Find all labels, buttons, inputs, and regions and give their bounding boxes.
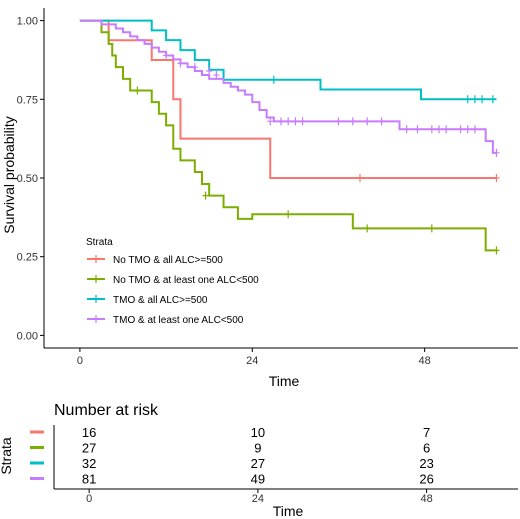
y-axis-label: Survival probability bbox=[1, 116, 17, 234]
legend-key-mark bbox=[93, 275, 99, 283]
censor-mark bbox=[206, 66, 213, 75]
legend-key-mark bbox=[93, 255, 99, 263]
x-axis-label: Time bbox=[269, 373, 300, 389]
censor-mark bbox=[357, 174, 363, 182]
risk-count: 27 bbox=[251, 456, 265, 471]
censor-mark bbox=[457, 125, 464, 134]
censor-mark bbox=[464, 125, 471, 134]
risk-count: 27 bbox=[82, 441, 96, 456]
censor-mark bbox=[335, 117, 342, 126]
censor-mark bbox=[191, 63, 198, 72]
censor-mark bbox=[202, 191, 209, 200]
censor-mark bbox=[489, 95, 496, 104]
censor-mark bbox=[285, 210, 292, 219]
risk-x-tick-label: 48 bbox=[420, 493, 432, 505]
censor-mark bbox=[493, 246, 500, 255]
legend-key-mark bbox=[93, 315, 99, 323]
censor-mark bbox=[292, 117, 299, 126]
legend-label: No TMO & at least one ALC<500 bbox=[113, 275, 259, 286]
censor-mark bbox=[349, 117, 356, 126]
risk-count: 6 bbox=[423, 441, 430, 456]
censor-mark bbox=[278, 117, 284, 126]
y-tick-label: 0.50 bbox=[17, 173, 38, 185]
risk-count: 10 bbox=[251, 425, 265, 440]
censor-mark bbox=[177, 59, 184, 68]
risk-x-tick-label: 0 bbox=[86, 493, 92, 505]
censor-mark bbox=[285, 117, 292, 126]
censor-mark bbox=[471, 125, 478, 134]
legend-label: TMO & all ALC>=500 bbox=[113, 295, 208, 306]
risk-count: 9 bbox=[254, 441, 261, 456]
censor-mark bbox=[471, 95, 478, 104]
risk-count: 49 bbox=[251, 472, 265, 487]
y-tick-label: 0.25 bbox=[17, 252, 38, 264]
censor-mark bbox=[443, 125, 450, 134]
legend: Strata No TMO & all ALC>=500 No TMO & at … bbox=[86, 237, 259, 326]
censor-mark bbox=[364, 224, 371, 233]
risk-count: 23 bbox=[419, 456, 433, 471]
main-plot: 0.00 0.25 0.50 0.75 1.00 0 24 48 Survival prob… bbox=[1, 8, 518, 389]
risk-table-x-label: Time bbox=[273, 503, 304, 519]
censor-mark bbox=[493, 174, 500, 182]
series-line-2 bbox=[79, 19, 497, 252]
y-tick-label: 0.00 bbox=[17, 330, 38, 342]
censor-mark bbox=[414, 125, 421, 134]
risk-count: 26 bbox=[419, 472, 433, 487]
censor-mark bbox=[270, 75, 277, 84]
y-tick-label: 0.75 bbox=[17, 94, 38, 106]
censor-mark bbox=[403, 125, 410, 134]
censor-mark bbox=[134, 86, 141, 95]
censor-mark bbox=[436, 125, 442, 134]
risk-x-tick-label: 24 bbox=[252, 493, 264, 505]
censor-mark bbox=[479, 95, 486, 104]
censor-mark bbox=[493, 148, 500, 157]
legend-key-mark bbox=[93, 295, 99, 303]
legend-label: TMO & at least one ALC<500 bbox=[113, 315, 244, 326]
legend-label: No TMO & all ALC>=500 bbox=[113, 255, 223, 266]
censor-mark bbox=[464, 95, 471, 104]
censor-mark bbox=[378, 117, 385, 126]
risk-count: 81 bbox=[82, 472, 96, 487]
y-tick-label: 1.00 bbox=[17, 16, 38, 28]
risk-table-y-label: Strata bbox=[0, 437, 14, 475]
censor-mark bbox=[299, 117, 306, 126]
risk-table-title: Number at risk bbox=[54, 402, 159, 419]
series-line-4 bbox=[79, 19, 497, 154]
x-tick-label: 0 bbox=[77, 355, 83, 367]
censor-mark bbox=[428, 125, 435, 134]
censor-mark bbox=[163, 51, 170, 60]
censor-mark bbox=[428, 224, 435, 233]
censor-mark bbox=[364, 117, 371, 126]
risk-count: 32 bbox=[82, 456, 96, 471]
x-tick-label: 24 bbox=[246, 355, 258, 367]
risk-count: 16 bbox=[82, 425, 96, 440]
risk-count: 7 bbox=[423, 425, 430, 440]
x-tick-label: 48 bbox=[419, 355, 431, 367]
censor-mark bbox=[213, 71, 220, 80]
censor-mark bbox=[267, 117, 274, 126]
legend-title: Strata bbox=[86, 237, 113, 248]
series-line-3 bbox=[79, 19, 497, 101]
